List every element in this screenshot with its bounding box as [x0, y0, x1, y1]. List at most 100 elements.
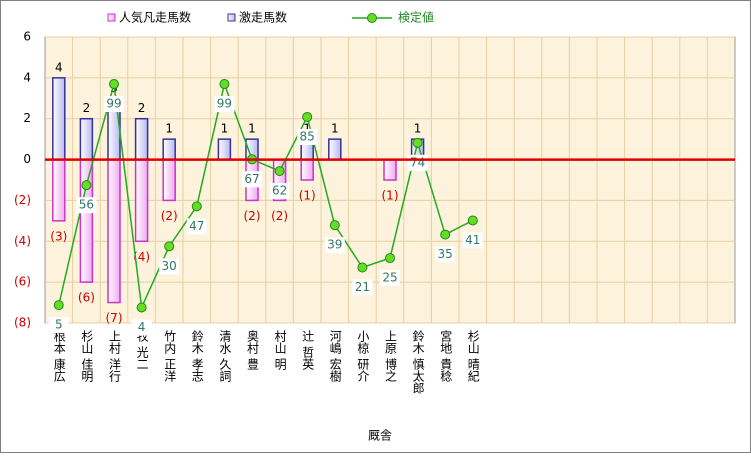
data-label-box — [76, 197, 97, 214]
data-label-box — [214, 96, 235, 113]
bar — [134, 117, 149, 161]
data-label: (7) — [106, 311, 123, 325]
data-label-box — [104, 96, 124, 113]
marker — [109, 79, 119, 90]
data-label: 1 — [414, 122, 422, 136]
bar — [300, 158, 314, 181]
x-tick-label: 上原 博之 — [384, 330, 398, 382]
x-tick-label: 鈴木 慎太郎 — [411, 329, 425, 394]
data-label: 67 — [244, 172, 259, 186]
data-label: 39 — [327, 238, 342, 252]
bar — [79, 158, 94, 283]
y-tick-label: 0 — [23, 152, 31, 166]
x-tick-label: 清水 久詞 — [218, 330, 232, 382]
data-label: (3) — [50, 229, 67, 243]
data-label: 1 — [165, 122, 173, 136]
x-tick-label: 奥村 豊 — [246, 330, 260, 370]
x-tick-label: 上村 洋行 — [108, 330, 122, 382]
y-tick-label: 6 — [23, 30, 31, 44]
data-label: 99 — [217, 97, 232, 111]
marker — [274, 166, 285, 177]
data-label: 25 — [382, 271, 397, 285]
x-tick-label: 竹内 正洋 — [163, 330, 177, 382]
y-tick-label: 4 — [23, 70, 31, 84]
marker — [136, 302, 147, 313]
data-label: (1) — [382, 189, 399, 203]
x-tick-label: 辻 哲英 — [301, 330, 315, 370]
marker — [219, 79, 230, 90]
data-label: 4 — [138, 320, 146, 334]
data-label-box — [159, 258, 180, 275]
data-label: 56 — [79, 198, 94, 212]
y-tick-label: (6) — [14, 275, 31, 289]
data-label-box — [324, 237, 345, 254]
x-tick-label: 宮地 貴稔 — [439, 329, 453, 383]
data-label: (6) — [78, 291, 95, 305]
x-tick-label: 杉山 佳明 — [80, 330, 94, 383]
y-tick-label: (2) — [14, 193, 31, 207]
bar — [79, 117, 94, 161]
y-tick-label: 2 — [23, 111, 31, 125]
x-tick-label: 小椋 研介 — [356, 330, 370, 382]
data-label-box — [435, 246, 456, 263]
x-tick-label: 村山 明 — [273, 330, 287, 371]
legend-swatch — [227, 13, 236, 22]
x-tick-label: 河嶋 宏樹 — [328, 330, 342, 382]
data-label: 30 — [162, 259, 177, 273]
bar — [134, 158, 149, 243]
data-label: 1 — [331, 122, 339, 136]
marker — [164, 241, 175, 252]
legend-marker — [367, 13, 377, 23]
data-label: (2) — [271, 209, 288, 223]
data-label: 62 — [272, 184, 287, 198]
data-label: 47 — [189, 219, 204, 233]
data-label: 2 — [83, 101, 91, 115]
data-label: 35 — [438, 247, 453, 261]
data-label-box — [48, 317, 69, 334]
data-label: 99 — [106, 97, 121, 111]
data-label: 74 — [410, 155, 425, 169]
marker — [302, 111, 313, 122]
data-label: 1 — [303, 122, 311, 136]
data-label: 4 — [55, 60, 63, 74]
data-label-box — [186, 218, 207, 235]
x-tick-label: 根本 康広 — [52, 330, 66, 382]
data-label-box — [242, 171, 262, 188]
data-label: (2) — [161, 209, 178, 223]
x-tick-label: 杉山 晴紀 — [466, 330, 480, 382]
data-label-box — [380, 270, 400, 287]
marker — [191, 201, 202, 212]
y-tick-label: (4) — [14, 234, 31, 248]
legend-swatch — [107, 13, 116, 22]
marker — [329, 220, 340, 231]
data-label: 2 — [138, 101, 146, 115]
data-label: (2) — [244, 209, 261, 223]
data-label: (1) — [299, 189, 316, 203]
bar — [107, 158, 121, 304]
marker — [440, 229, 451, 240]
legend-label: 検定値 — [398, 10, 434, 25]
data-label-box — [462, 232, 483, 249]
bar — [328, 138, 342, 161]
legend-label: 激走馬数 — [239, 10, 287, 25]
marker — [467, 215, 478, 226]
data-label-box — [352, 279, 373, 296]
data-label: 1 — [248, 122, 256, 136]
data-label: 1 — [221, 122, 229, 136]
bar — [162, 138, 176, 161]
marker — [357, 262, 368, 273]
x-tick-label: 鈴木 孝志 — [190, 329, 204, 382]
data-label-box — [297, 128, 318, 145]
legend-label: 人気凡走馬数 — [119, 10, 191, 25]
x-axis-label: 厩舎 — [368, 429, 392, 443]
bar — [52, 158, 66, 222]
bar — [217, 138, 232, 161]
data-label-box — [269, 183, 290, 200]
bar — [383, 158, 397, 181]
x-tick-label: 牧 光二 — [135, 330, 149, 370]
data-label: 41 — [465, 233, 480, 247]
line — [58, 81, 474, 311]
data-label: 85 — [300, 129, 315, 143]
data-label: (4) — [133, 250, 150, 264]
